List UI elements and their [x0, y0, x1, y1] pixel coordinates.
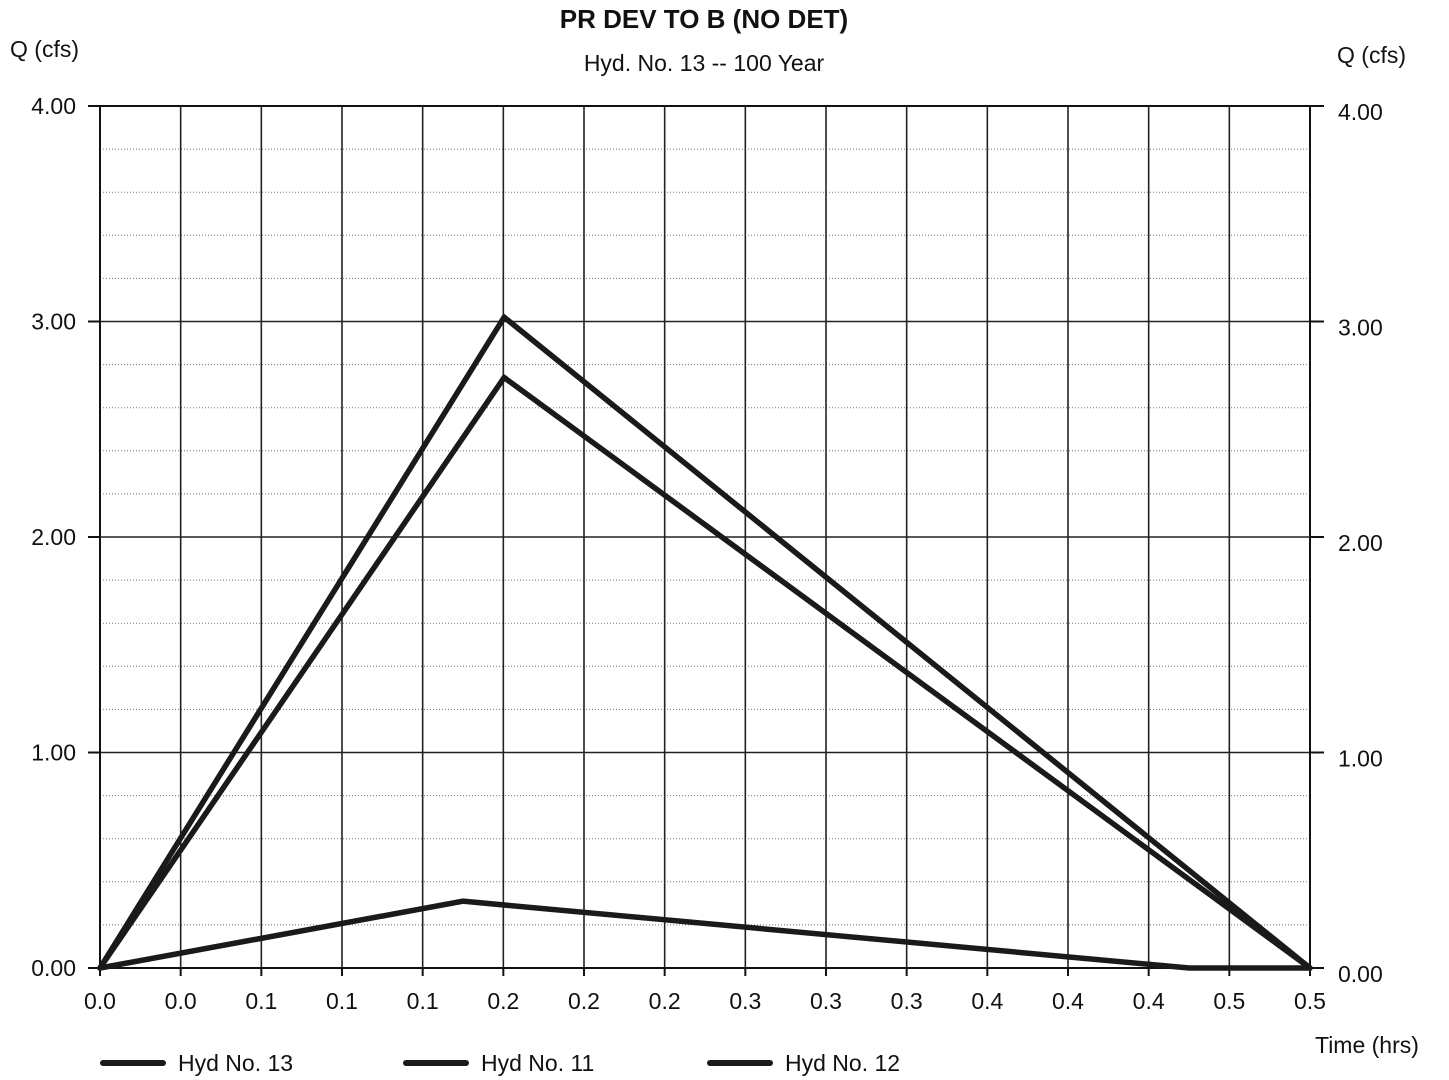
x-tick-label: 0.1	[407, 988, 439, 1014]
legend-swatch-hyd-11	[403, 1060, 469, 1066]
legend-item-hyd-11: Hyd No. 11	[403, 1046, 594, 1080]
y-axis-label-left: Q (cfs)	[10, 36, 79, 62]
x-tick-label: 0.3	[729, 988, 761, 1014]
legend-label-hyd-12: Hyd No. 12	[785, 1049, 901, 1076]
x-tick-label: 0.3	[891, 988, 923, 1014]
series-line-hyd-no-12	[97, 898, 1313, 971]
y-tick-label-right: 1.00	[1338, 746, 1383, 772]
legend-item-hyd-13: Hyd No. 13	[100, 1046, 293, 1080]
x-tick-label: 0.2	[487, 988, 519, 1014]
chart-subtitle: Hyd. No. 13 -- 100 Year	[583, 50, 825, 76]
x-tick-label: 0.5	[1294, 988, 1326, 1014]
x-tick-label: 0.4	[1052, 988, 1084, 1014]
y-tick-label-left: 2.00	[31, 524, 76, 550]
x-tick-label: 0.1	[245, 988, 277, 1014]
chart-title: PR DEV TO B (NO DET)	[559, 4, 849, 34]
y-tick-label-right: 2.00	[1338, 530, 1383, 556]
x-tick-label: 0.5	[1213, 988, 1245, 1014]
y-tick-label-right: 3.00	[1338, 315, 1383, 341]
legend-item-hyd-12: Hyd No. 12	[707, 1046, 900, 1080]
series-line-hyd-no-13	[97, 313, 1313, 971]
x-tick-label: 0.2	[649, 988, 681, 1014]
legend-label-hyd-11: Hyd No. 11	[481, 1049, 595, 1076]
y-tick-label-right: 0.00	[1338, 961, 1383, 987]
y-tick-label-left: 4.00	[31, 93, 76, 119]
legend-swatch-hyd-12	[707, 1060, 773, 1066]
y-tick-label-left: 1.00	[31, 740, 76, 766]
y-tick-label-left: 0.00	[31, 955, 76, 981]
x-tick-label: 0.0	[165, 988, 197, 1014]
y-axis-label-right: Q (cfs)	[1337, 42, 1406, 68]
series-layer	[97, 313, 1313, 971]
x-tick-label: 0.4	[971, 988, 1003, 1014]
x-tick-label: 0.3	[810, 988, 842, 1014]
legend-label-hyd-13: Hyd No. 13	[178, 1049, 294, 1076]
chart-legend: Hyd No. 13 Hyd No. 11 Hyd No. 12	[0, 1046, 1000, 1080]
y-tick-label-right: 4.00	[1338, 99, 1383, 125]
series-line-hyd-no-11	[97, 373, 1313, 971]
x-tick-label: 0.2	[568, 988, 600, 1014]
tick-label-layer: 0.00 0.00 1.00 1.00 2.00 2.00 3.00 3.00 4.00 4.00…	[31, 93, 1383, 1014]
y-tick-label-left: 3.00	[31, 309, 76, 335]
x-tick-label: 0.0	[84, 988, 116, 1014]
x-tick-label: 0.4	[1133, 988, 1165, 1014]
grid-layer	[100, 106, 1310, 968]
legend-swatch-hyd-13	[100, 1060, 166, 1066]
x-tick-label: 0.1	[326, 988, 358, 1014]
x-axis-label: Time (hrs)	[1315, 1032, 1419, 1058]
